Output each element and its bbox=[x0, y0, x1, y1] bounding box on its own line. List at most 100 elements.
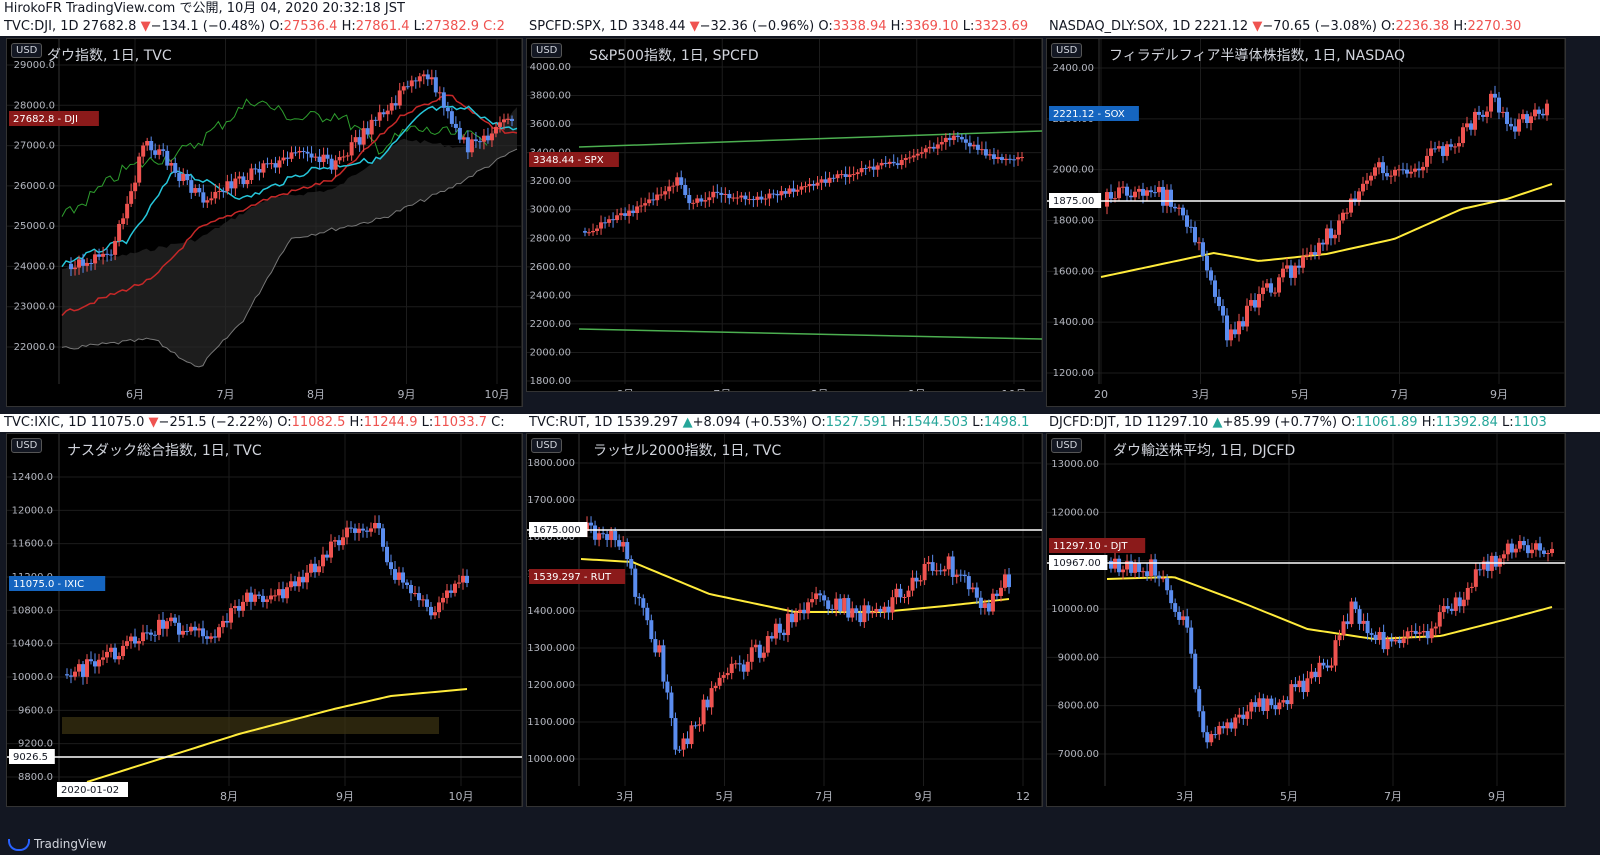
candle-body bbox=[759, 196, 764, 200]
candle-body bbox=[113, 647, 117, 660]
x-tick-label: 5月 bbox=[1280, 790, 1298, 803]
candle-body bbox=[1429, 628, 1434, 639]
moving-average bbox=[1106, 576, 1553, 640]
candle-body bbox=[669, 692, 674, 719]
candle-body bbox=[181, 630, 185, 635]
candle-body bbox=[309, 563, 313, 573]
price-tag-bg bbox=[529, 569, 626, 584]
candle-body bbox=[739, 195, 744, 198]
x-tick-label: 10月 bbox=[485, 388, 510, 401]
header-symbol: TVC:RUT, 1D bbox=[529, 415, 613, 430]
candle-body bbox=[1489, 93, 1493, 112]
x-tick-label: 9月 bbox=[1488, 790, 1506, 803]
candle-body bbox=[381, 112, 386, 115]
candle-body bbox=[377, 112, 382, 121]
candle-body bbox=[1121, 186, 1125, 188]
candle-body bbox=[229, 181, 234, 189]
candle-body bbox=[879, 162, 884, 166]
candle-body bbox=[615, 215, 620, 221]
candle-body bbox=[974, 587, 979, 598]
candle-body bbox=[217, 191, 222, 193]
candle-body bbox=[1257, 698, 1262, 707]
candle-body bbox=[117, 224, 122, 241]
x-tick-label: 9月 bbox=[1490, 388, 1508, 401]
candle-body bbox=[1109, 192, 1113, 199]
candle-body bbox=[1513, 126, 1517, 132]
chart-pane-rut[interactable]: 1800.0001700.0001600.0001500.0001400.000… bbox=[526, 433, 1043, 807]
y-tick-label: 2400.00 bbox=[1053, 63, 1094, 74]
y-tick-label: 9000.00 bbox=[1058, 652, 1099, 663]
chart-pane-ixic[interactable]: 12400.012000.011600.011200.010800.010400… bbox=[6, 433, 523, 807]
chart-pane-spx[interactable]: 4000.003800.003600.003400.003200.003000.… bbox=[526, 38, 1043, 392]
chart-pane-dji[interactable]: 29000.0 28000.0 27000.0 26000.0 25000.0 24000… bbox=[6, 38, 523, 407]
candle-body bbox=[1481, 561, 1486, 570]
header-last: 11075.0 bbox=[90, 415, 145, 430]
candle-body bbox=[1389, 175, 1393, 177]
candle-body bbox=[767, 193, 772, 199]
candle-body bbox=[1241, 714, 1246, 719]
chart-pane-djt[interactable]: 13000.0012000.0011000.0010000.009000.008… bbox=[1046, 433, 1566, 807]
candle-body bbox=[141, 145, 146, 157]
header-last: 2221.12 bbox=[1194, 19, 1249, 34]
candle-body bbox=[882, 606, 887, 612]
candle-body bbox=[803, 186, 808, 188]
candle-body bbox=[1365, 180, 1369, 184]
candle-body bbox=[707, 197, 712, 201]
candle-body bbox=[465, 137, 470, 153]
candle-body bbox=[277, 589, 281, 596]
header-high: 2270.30 bbox=[1467, 19, 1522, 34]
header-low: 1103 bbox=[1513, 415, 1547, 430]
y-tick-label: 1300.000 bbox=[527, 643, 575, 654]
candle-body bbox=[385, 546, 389, 563]
candle-body bbox=[1397, 639, 1402, 644]
y-tick-label: 7000.00 bbox=[1058, 749, 1099, 760]
line-tag: 9026.5 bbox=[9, 749, 55, 764]
candle-body bbox=[149, 632, 153, 635]
candle-body bbox=[1233, 329, 1237, 335]
candle-body bbox=[1209, 734, 1214, 743]
candle-body bbox=[449, 111, 454, 124]
candle-body bbox=[625, 542, 630, 560]
candle-body bbox=[261, 163, 266, 173]
candle-body bbox=[1501, 554, 1506, 559]
candle-body bbox=[1449, 608, 1454, 611]
candle-body bbox=[393, 569, 397, 580]
candle-body bbox=[1137, 562, 1142, 572]
candle-body bbox=[1457, 143, 1461, 147]
y-tick-label: 1400.00 bbox=[1053, 317, 1094, 328]
currency-badge: USD bbox=[1051, 43, 1083, 58]
x-tick-label: 6月 bbox=[126, 388, 144, 401]
candle-body bbox=[979, 149, 984, 151]
candle-body bbox=[1233, 717, 1238, 729]
candle-body bbox=[1417, 632, 1422, 634]
candle-body bbox=[938, 570, 943, 572]
candle-body bbox=[685, 738, 690, 745]
chart-pane-sox[interactable]: 2400.002200.002000.001800.001600.001400.… bbox=[1046, 38, 1566, 407]
y-tick-label: 3200.00 bbox=[530, 176, 571, 187]
candle-body bbox=[591, 230, 596, 233]
header-high: 1544.503 bbox=[906, 415, 969, 430]
candle-body bbox=[765, 636, 770, 653]
candle-body bbox=[121, 645, 125, 657]
candle-body bbox=[1409, 171, 1413, 174]
candle-body bbox=[1153, 192, 1157, 194]
candle-body bbox=[1141, 188, 1145, 196]
candle-body bbox=[361, 528, 365, 531]
candle-body bbox=[193, 188, 198, 193]
candle-body bbox=[1405, 169, 1409, 174]
candle-body bbox=[1441, 606, 1446, 613]
candle-body bbox=[1361, 183, 1365, 192]
candle-body bbox=[1301, 680, 1306, 693]
candle-body bbox=[437, 602, 441, 613]
candle-body bbox=[1181, 616, 1186, 620]
candle-body bbox=[253, 168, 258, 170]
candle-body bbox=[1429, 148, 1433, 156]
candle-body bbox=[647, 199, 652, 204]
candle-body bbox=[1225, 722, 1230, 729]
candle-body bbox=[814, 593, 819, 600]
header-open: 11082.5 bbox=[291, 415, 346, 430]
candle-body bbox=[257, 594, 261, 596]
header-last: 27682.8 bbox=[82, 19, 137, 34]
footer: TradingView bbox=[0, 833, 1600, 855]
tradingview-logo[interactable]: TradingView bbox=[8, 833, 107, 855]
